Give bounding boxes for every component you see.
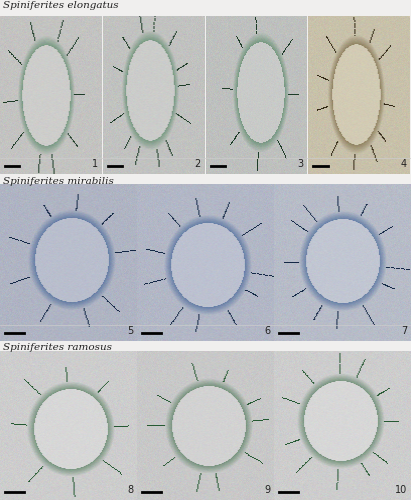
- Text: 4: 4: [400, 159, 406, 169]
- Text: 2: 2: [194, 159, 201, 169]
- Text: Spiniferites elongatus: Spiniferites elongatus: [3, 0, 119, 10]
- Text: 9: 9: [264, 485, 270, 495]
- Text: Spiniferites mirabilis: Spiniferites mirabilis: [3, 176, 114, 186]
- Text: Spiniferites ramosus: Spiniferites ramosus: [3, 342, 112, 351]
- Text: 5: 5: [127, 326, 133, 336]
- Text: 6: 6: [264, 326, 270, 336]
- Text: 7: 7: [401, 326, 407, 336]
- Text: 1: 1: [92, 159, 98, 169]
- Text: 10: 10: [395, 485, 407, 495]
- Text: 8: 8: [127, 485, 133, 495]
- Text: 3: 3: [298, 159, 303, 169]
